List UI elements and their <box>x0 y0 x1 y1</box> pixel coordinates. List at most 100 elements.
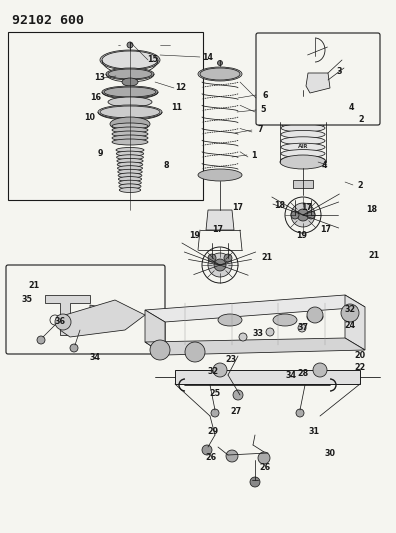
Circle shape <box>208 254 216 262</box>
Text: 21: 21 <box>261 254 272 262</box>
Polygon shape <box>345 295 365 350</box>
Circle shape <box>341 304 359 322</box>
Circle shape <box>217 61 223 66</box>
Ellipse shape <box>116 151 144 156</box>
Circle shape <box>233 390 243 400</box>
Text: 4: 4 <box>321 160 327 169</box>
Ellipse shape <box>102 86 158 98</box>
Ellipse shape <box>200 68 240 80</box>
Circle shape <box>213 363 227 377</box>
Text: 34: 34 <box>286 370 297 379</box>
Ellipse shape <box>281 156 325 164</box>
Text: 2: 2 <box>358 115 364 124</box>
Text: 16: 16 <box>91 93 101 102</box>
Text: 24: 24 <box>345 320 356 329</box>
Text: 12: 12 <box>175 84 187 93</box>
Ellipse shape <box>273 314 297 326</box>
Ellipse shape <box>281 143 325 151</box>
Ellipse shape <box>112 123 148 129</box>
FancyBboxPatch shape <box>256 33 380 125</box>
Text: 10: 10 <box>84 114 95 123</box>
Text: 19: 19 <box>297 230 308 239</box>
Text: 18: 18 <box>274 201 286 211</box>
Text: 15: 15 <box>147 55 158 64</box>
Text: 3: 3 <box>336 68 342 77</box>
Circle shape <box>208 253 232 277</box>
Ellipse shape <box>122 78 138 86</box>
Circle shape <box>266 328 274 336</box>
Ellipse shape <box>106 68 154 80</box>
Circle shape <box>37 336 45 344</box>
Bar <box>175 370 360 384</box>
Polygon shape <box>60 300 145 337</box>
Text: 32: 32 <box>208 367 219 376</box>
Circle shape <box>258 452 270 464</box>
Text: 17: 17 <box>213 225 223 235</box>
Text: 17: 17 <box>320 225 331 235</box>
Circle shape <box>250 477 260 487</box>
Text: 34: 34 <box>89 353 101 362</box>
Ellipse shape <box>117 162 143 167</box>
Ellipse shape <box>119 184 141 189</box>
Ellipse shape <box>112 131 148 137</box>
Bar <box>293 180 313 188</box>
Ellipse shape <box>112 135 148 141</box>
Text: 18: 18 <box>366 206 377 214</box>
Circle shape <box>224 254 232 262</box>
Polygon shape <box>306 73 330 93</box>
Polygon shape <box>206 210 234 230</box>
Text: 1: 1 <box>251 150 257 159</box>
Ellipse shape <box>198 169 242 181</box>
Ellipse shape <box>116 155 143 160</box>
Text: AIR: AIR <box>298 143 308 149</box>
Ellipse shape <box>307 312 323 322</box>
Ellipse shape <box>281 150 325 158</box>
Ellipse shape <box>119 180 141 185</box>
Circle shape <box>93 310 107 324</box>
Text: 17: 17 <box>232 203 244 212</box>
Circle shape <box>313 363 327 377</box>
Ellipse shape <box>118 166 143 171</box>
Circle shape <box>55 314 71 330</box>
Text: 20: 20 <box>354 351 366 359</box>
Circle shape <box>296 409 304 417</box>
Ellipse shape <box>198 67 242 81</box>
Text: 21: 21 <box>29 280 40 289</box>
Text: 30: 30 <box>324 448 335 457</box>
Text: 26: 26 <box>259 464 270 472</box>
Text: 5: 5 <box>260 106 266 115</box>
Bar <box>8 32 203 200</box>
Circle shape <box>202 445 212 455</box>
FancyBboxPatch shape <box>6 265 165 354</box>
Text: 27: 27 <box>230 407 242 416</box>
Text: 11: 11 <box>171 103 183 112</box>
Text: 14: 14 <box>202 52 213 61</box>
Ellipse shape <box>118 176 142 182</box>
Text: 29: 29 <box>208 427 219 437</box>
Circle shape <box>307 307 323 323</box>
Text: 33: 33 <box>253 328 263 337</box>
Polygon shape <box>145 310 165 355</box>
Circle shape <box>301 94 305 98</box>
Polygon shape <box>145 338 365 355</box>
Text: 36: 36 <box>55 318 65 327</box>
Text: 9: 9 <box>97 149 103 157</box>
Text: 8: 8 <box>163 160 169 169</box>
Text: 31: 31 <box>308 426 320 435</box>
Circle shape <box>307 211 315 219</box>
Ellipse shape <box>118 169 142 174</box>
Ellipse shape <box>102 51 158 69</box>
Circle shape <box>70 344 78 352</box>
Polygon shape <box>145 295 365 322</box>
Ellipse shape <box>108 97 152 107</box>
Text: 37: 37 <box>297 322 308 332</box>
Ellipse shape <box>281 131 325 139</box>
Circle shape <box>297 209 309 221</box>
Text: 13: 13 <box>95 74 105 83</box>
Circle shape <box>214 259 226 271</box>
Ellipse shape <box>112 139 148 145</box>
Ellipse shape <box>108 69 152 79</box>
Circle shape <box>127 42 133 48</box>
Text: 6: 6 <box>262 91 268 100</box>
Text: 28: 28 <box>297 368 308 377</box>
